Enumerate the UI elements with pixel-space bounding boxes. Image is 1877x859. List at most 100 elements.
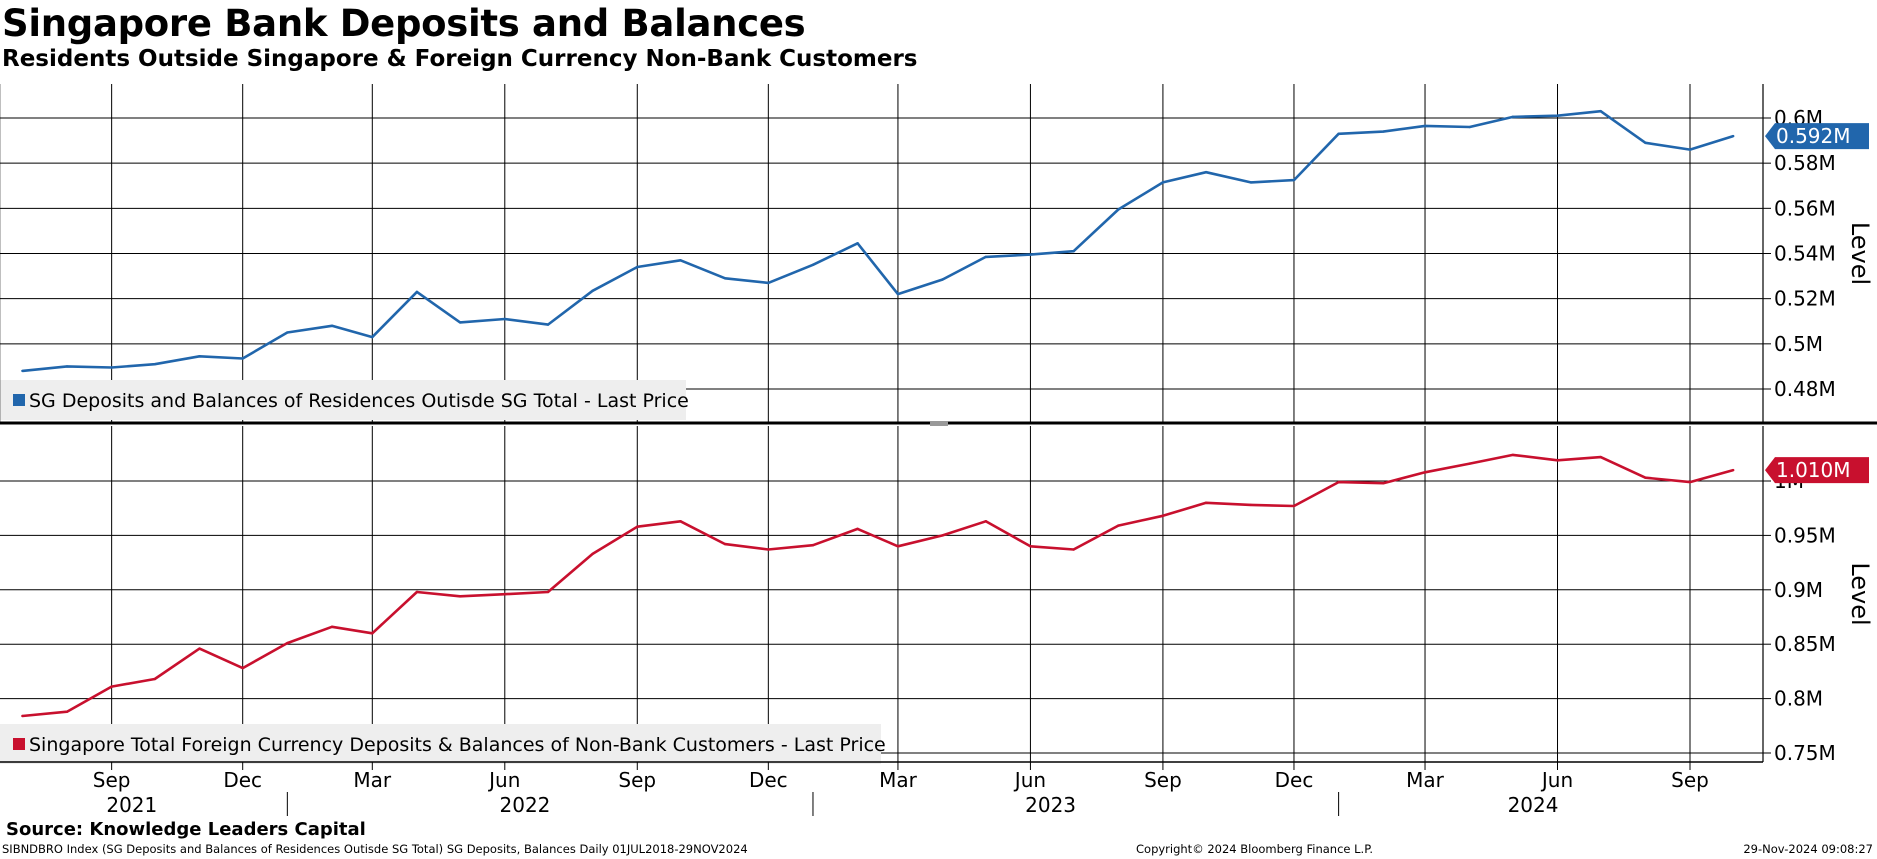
p1-data-point	[1029, 253, 1032, 256]
p1-data-point	[415, 290, 419, 294]
p1-data-point	[286, 331, 289, 334]
p1-data-point	[856, 242, 859, 245]
p2-data-point	[896, 545, 900, 548]
p2-data-point	[767, 548, 770, 551]
p1-legend-box	[0, 380, 686, 420]
p1-data-point	[198, 355, 201, 358]
p2-data-point	[1382, 481, 1385, 485]
x-tick-label: Sep	[618, 768, 656, 792]
p1-ylabel: Level	[1846, 222, 1874, 285]
p1-data-point	[153, 362, 157, 366]
x-year-label: 2024	[1508, 793, 1559, 817]
p2-data-point	[591, 552, 594, 556]
p1-ytick-label: 0.56M	[1774, 196, 1836, 220]
p2-data-point	[241, 666, 244, 670]
p2-data-point	[1204, 501, 1208, 504]
source-note: Source: Knowledge Leaders Capital	[6, 819, 366, 840]
p2-data-point	[198, 647, 201, 650]
p2-data-point	[1337, 480, 1340, 484]
p2-data-point	[330, 625, 334, 628]
p1-data-point	[1382, 130, 1385, 133]
x-year-label: 2023	[1025, 793, 1076, 817]
x-tick-label: Sep	[1144, 768, 1182, 792]
x-tick-label: Jun	[487, 768, 520, 792]
p1-data-point	[65, 365, 69, 368]
p2-data-point	[1292, 504, 1296, 508]
p1-data-point	[503, 317, 506, 321]
p2-data-point	[1423, 471, 1427, 474]
x-tick-label: Dec	[223, 768, 262, 792]
p2-data-point	[371, 632, 374, 635]
p2-data-point	[1161, 514, 1165, 518]
p2-data-point	[1072, 548, 1075, 551]
p2-ytick-label: 0.9M	[1774, 578, 1823, 602]
p2-ytick-label: 0.95M	[1774, 523, 1836, 547]
p2-data-point	[1599, 455, 1602, 459]
x-tick-label: Sep	[1671, 768, 1709, 792]
p1-data-point	[1732, 134, 1735, 138]
p1-data-point	[1072, 250, 1075, 253]
p1-data-point	[1337, 132, 1340, 136]
p1-last-value-tag	[1765, 123, 1869, 150]
p1-data-point	[1423, 124, 1427, 128]
p2-data-point	[1688, 480, 1692, 484]
p1-data-point	[1468, 125, 1471, 129]
x-year-label: 2021	[106, 793, 157, 817]
footer-copyright: Copyright© 2024 Bloomberg Finance L.P.	[1136, 842, 1373, 856]
p2-data-point	[1029, 545, 1032, 548]
p1-data-point	[371, 335, 374, 339]
p1-data-point	[330, 324, 334, 327]
p1-legend-label: SG Deposits and Balances of Residences O…	[29, 390, 689, 412]
p2-ytick-label: 0.75M	[1774, 741, 1836, 765]
x-tick-label: Mar	[1406, 768, 1445, 792]
p2-data-point	[1644, 476, 1647, 479]
x-tick-label: Jun	[1013, 768, 1046, 792]
p1-data-point	[941, 278, 944, 281]
p1-data-point	[679, 259, 682, 262]
p1-legend-swatch	[13, 394, 25, 406]
p1-data-point	[1117, 208, 1120, 211]
p1-data-point	[1292, 178, 1296, 182]
p2-data-point	[415, 590, 419, 594]
p2-ytick-label: 0.8M	[1774, 687, 1823, 711]
p1-data-point	[241, 357, 244, 360]
p2-data-point	[110, 685, 113, 688]
p2-data-point	[21, 714, 24, 718]
p1-data-point	[636, 265, 639, 269]
p2-data-point	[984, 520, 987, 523]
p2-data-point	[546, 590, 550, 594]
p1-last-value-label: 0.592M	[1776, 124, 1851, 148]
p2-legend-box	[0, 724, 881, 764]
p1-data-point	[1556, 114, 1559, 117]
p2-data-point	[65, 710, 69, 713]
p2-data-point	[1556, 459, 1559, 462]
p1-data-point	[1599, 110, 1602, 113]
p1-data-point	[1511, 115, 1515, 119]
p1-data-point	[811, 263, 815, 266]
footer-timestamp: 29-Nov-2024 09:08:27	[1743, 842, 1873, 856]
p1-data-point	[767, 281, 770, 285]
p1-data-point	[1644, 141, 1647, 145]
x-tick-label: Mar	[879, 768, 918, 792]
footer-info: SIBNDBRO Index (SG Deposits and Balances…	[2, 842, 748, 856]
p2-last-value-tag	[1765, 457, 1869, 484]
p1-data-point	[1249, 181, 1252, 184]
p2-ylabel: Level	[1846, 562, 1874, 625]
p2-data-point	[1117, 524, 1120, 527]
p2-data-point	[1468, 462, 1471, 465]
p2-data-point	[153, 677, 157, 681]
p2-data-point	[503, 592, 506, 596]
p1-ytick-label: 0.58M	[1774, 151, 1836, 175]
p1-data-point	[458, 321, 462, 324]
p2-last-value-label: 1.010M	[1776, 458, 1851, 482]
p2-data-point	[941, 534, 944, 537]
p2-data-point	[286, 641, 289, 645]
x-tick-label: Jun	[1540, 768, 1573, 792]
x-tick-label: Mar	[353, 768, 392, 792]
p1-series-line	[22, 109, 1734, 373]
p1-ytick-label: 0.5M	[1774, 332, 1823, 356]
p2-data-point	[458, 595, 462, 598]
x-tick-label: Dec	[1275, 768, 1314, 792]
x-tick-label: Dec	[749, 768, 788, 792]
